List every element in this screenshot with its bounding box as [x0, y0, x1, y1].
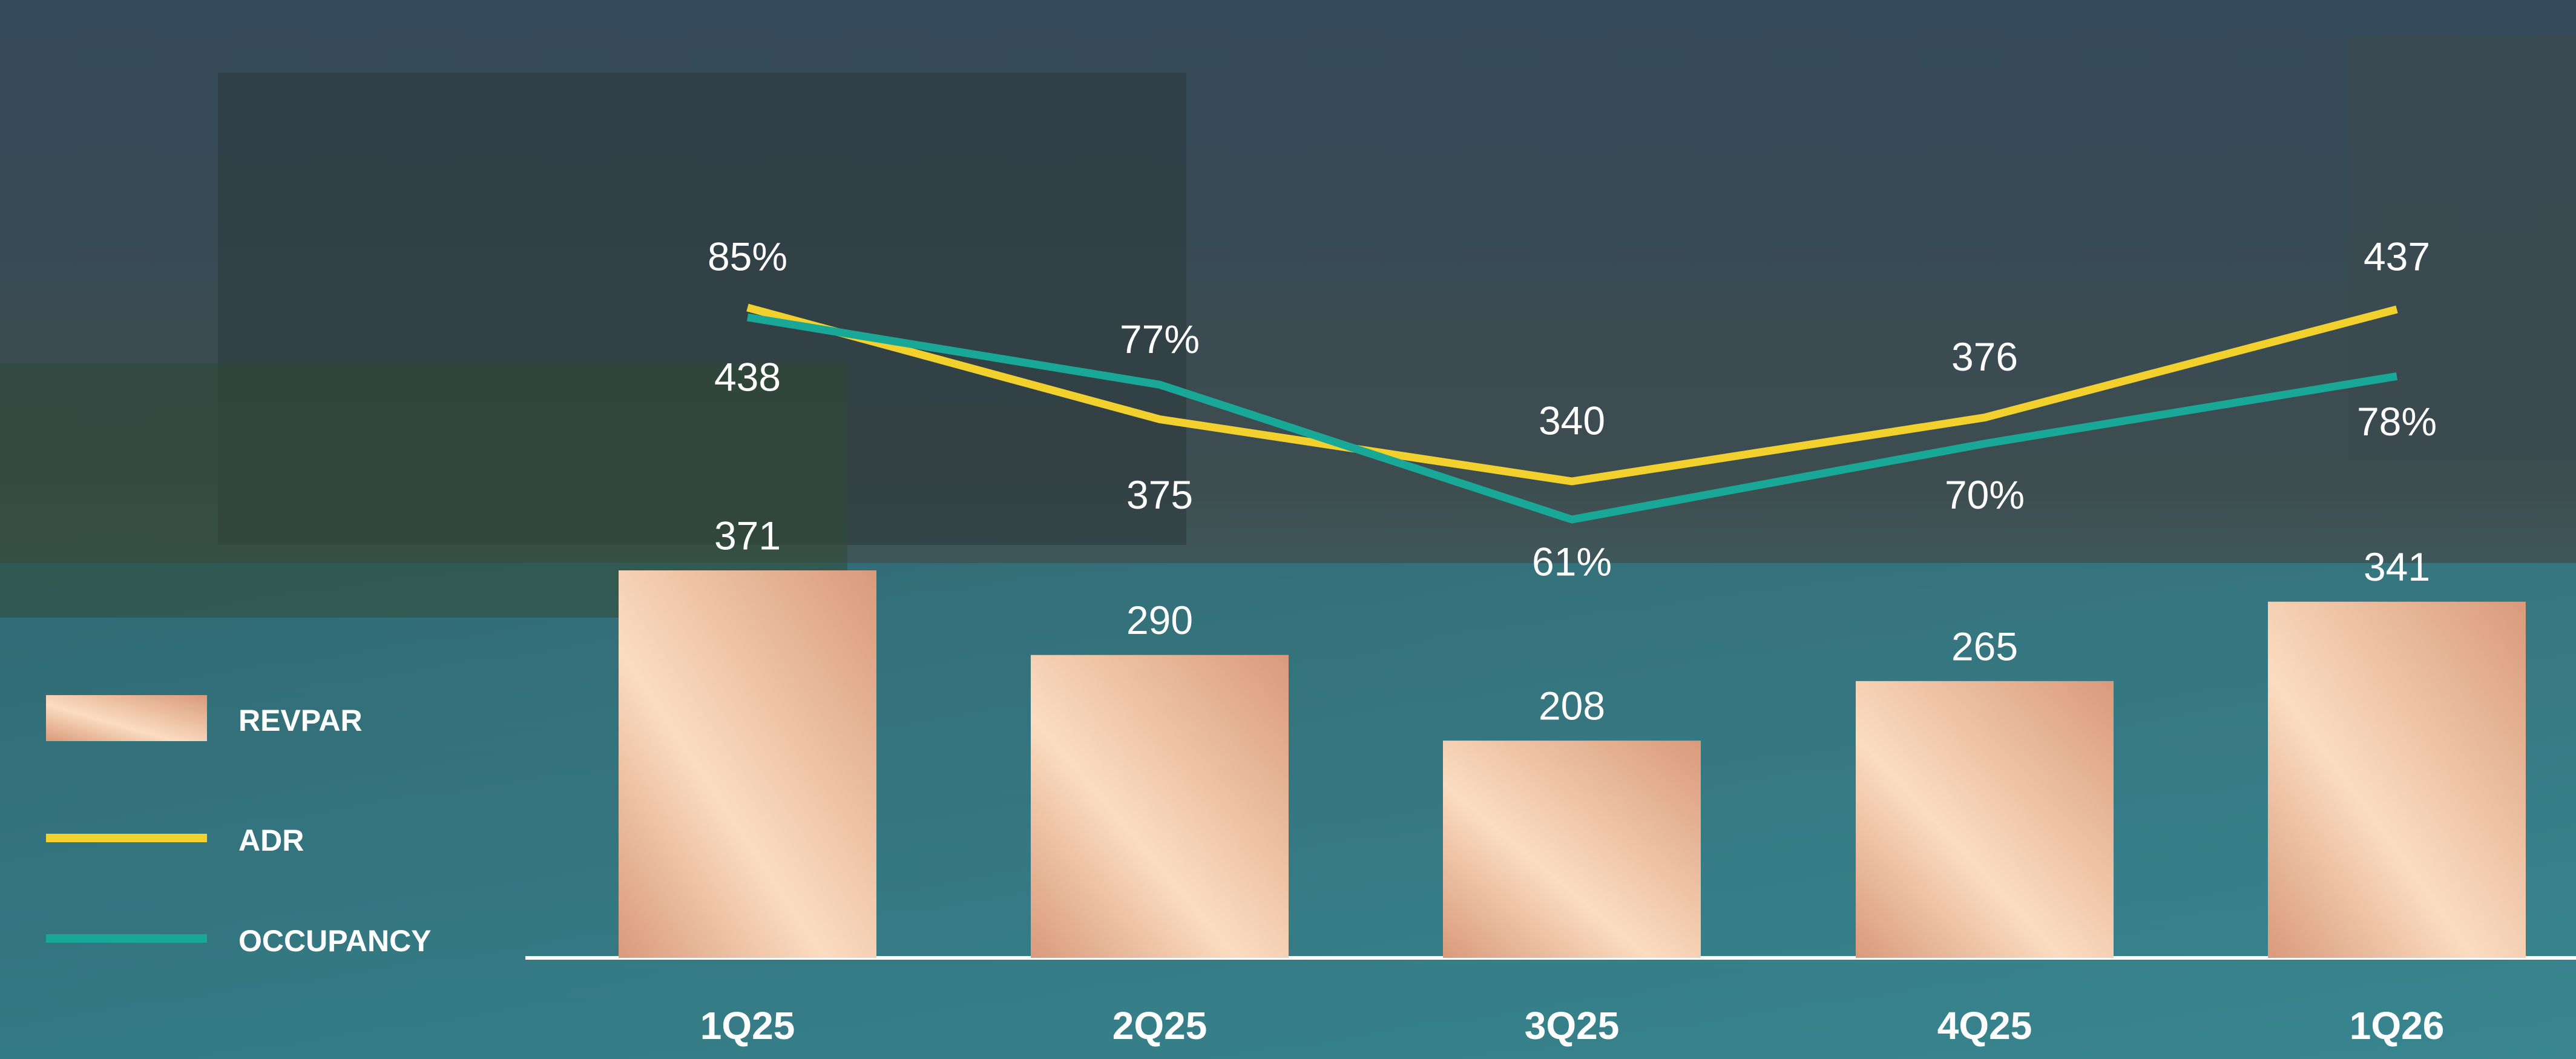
- bar: [1856, 681, 2114, 958]
- x-tick-label: 3Q25: [1525, 1004, 1620, 1047]
- legend-swatch: [46, 695, 207, 741]
- x-tick-label: 4Q25: [1937, 1004, 2032, 1047]
- building: [2348, 36, 2576, 460]
- value-label: 70%: [1945, 472, 2025, 517]
- value-label: 376: [1951, 334, 2018, 379]
- line: [746, 313, 2398, 524]
- value-label: 340: [1539, 398, 1605, 443]
- legend-label: OCCUPANCY: [238, 924, 432, 958]
- value-label: 341: [2364, 544, 2430, 589]
- value-label: 290: [1126, 598, 1193, 642]
- value-label: 371: [714, 513, 781, 558]
- line: [746, 303, 2398, 486]
- value-label: 78%: [2357, 399, 2437, 444]
- legend-label: REVPAR: [238, 704, 363, 737]
- x-tick-label: 1Q25: [700, 1004, 795, 1047]
- legend-label: ADR: [238, 823, 304, 857]
- bar: [619, 570, 876, 958]
- value-label: 438: [714, 354, 781, 399]
- value-label: 265: [1951, 624, 2018, 668]
- value-label: 375: [1126, 472, 1193, 517]
- bar: [1443, 741, 1701, 958]
- value-label: 208: [1539, 684, 1605, 728]
- value-label: 85%: [708, 234, 787, 279]
- bar: [1031, 655, 1289, 958]
- x-tick-label: 2Q25: [1112, 1004, 1208, 1047]
- value-label: 77%: [1120, 317, 1200, 361]
- x-tick-label: 1Q26: [2350, 1004, 2445, 1047]
- value-label: 61%: [1532, 539, 1612, 584]
- value-label: 437: [2364, 234, 2430, 279]
- bar: [2268, 601, 2526, 958]
